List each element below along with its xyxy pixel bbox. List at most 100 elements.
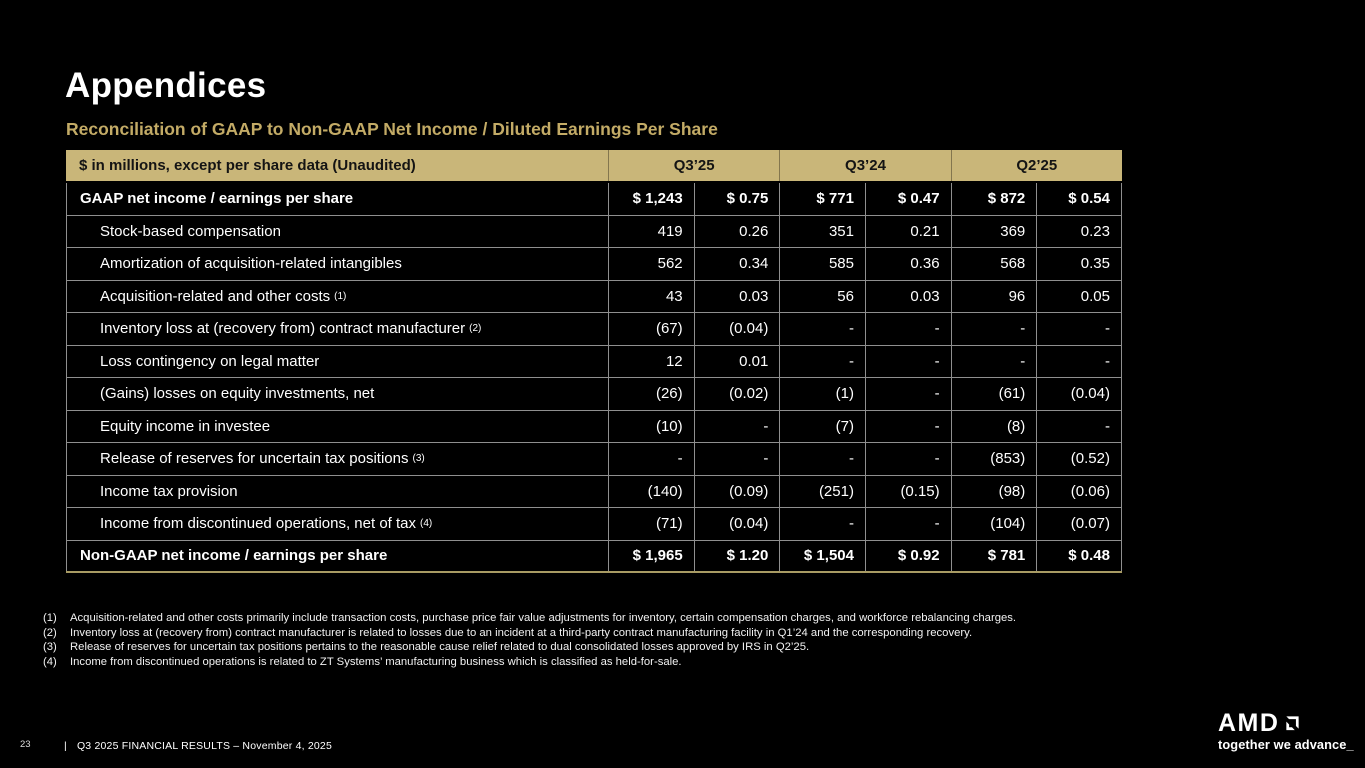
cell-value: (0.52) bbox=[1036, 443, 1122, 475]
cell-value: 0.03 bbox=[864, 280, 951, 312]
table-row: Income from discontinued operations, net… bbox=[66, 508, 1122, 541]
cell-value: (0.04) bbox=[693, 313, 780, 345]
footnotes: (1) Acquisition-related and other costs … bbox=[43, 611, 1188, 669]
cell-value: 96 bbox=[950, 280, 1037, 312]
cell-value: (8) bbox=[950, 410, 1037, 442]
cell-value: 0.01 bbox=[693, 345, 780, 377]
table-row: (Gains) losses on equity investments, ne… bbox=[66, 378, 1122, 411]
amd-tagline: together we advance_ bbox=[1218, 737, 1354, 752]
table-row: Non-GAAP net income / earnings per share… bbox=[66, 540, 1122, 573]
cell-value: (0.04) bbox=[693, 508, 780, 540]
cell-value: 0.05 bbox=[1036, 280, 1122, 312]
table-body: GAAP net income / earnings per share $ 1… bbox=[66, 183, 1122, 573]
table-header-row: $ in millions, except per share data (Un… bbox=[66, 150, 1122, 181]
cell-value: $ 872 bbox=[950, 183, 1037, 215]
cell-value: (0.07) bbox=[1036, 508, 1122, 540]
cell-value: - bbox=[864, 313, 951, 345]
cell-value: 0.34 bbox=[693, 248, 780, 280]
cell-value: (26) bbox=[608, 378, 694, 410]
footer-separator: | bbox=[64, 740, 67, 752]
cell-value: - bbox=[950, 313, 1037, 345]
cell-value: 56 bbox=[779, 280, 865, 312]
cell-value: (1) bbox=[779, 378, 865, 410]
table-row: Inventory loss at (recovery from) contra… bbox=[66, 313, 1122, 346]
cell-value: - bbox=[779, 313, 865, 345]
page-subtitle: Reconciliation of GAAP to Non-GAAP Net I… bbox=[66, 119, 718, 139]
cell-value: (71) bbox=[608, 508, 694, 540]
row-label: Equity income in investee bbox=[66, 410, 608, 442]
cell-value: $ 0.92 bbox=[864, 540, 951, 571]
footer-text: | Q3 2025 FINANCIAL RESULTS – November 4… bbox=[64, 740, 332, 752]
cell-value: (10) bbox=[608, 410, 694, 442]
row-label: Stock-based compensation bbox=[66, 215, 608, 247]
table-row: Amortization of acquisition-related inta… bbox=[66, 248, 1122, 281]
cell-value: (251) bbox=[779, 475, 865, 507]
footnote: (1) Acquisition-related and other costs … bbox=[43, 611, 1188, 626]
cell-value: (98) bbox=[950, 475, 1037, 507]
row-label: Inventory loss at (recovery from) contra… bbox=[66, 313, 608, 345]
row-label: Loss contingency on legal matter bbox=[66, 345, 608, 377]
table-row: Release of reserves for uncertain tax po… bbox=[66, 443, 1122, 476]
cell-value: - bbox=[779, 345, 865, 377]
cell-value: 0.36 bbox=[864, 248, 951, 280]
cell-value: $ 0.75 bbox=[693, 183, 780, 215]
cell-value: (7) bbox=[779, 410, 865, 442]
column-header-q3-25: Q3’25 bbox=[608, 150, 779, 181]
cell-value: (853) bbox=[950, 443, 1037, 475]
cell-value: - bbox=[1036, 410, 1122, 442]
cell-value: 0.23 bbox=[1036, 215, 1122, 247]
cell-value: - bbox=[950, 345, 1037, 377]
cell-value: (61) bbox=[950, 378, 1037, 410]
table-corner-label: $ in millions, except per share data (Un… bbox=[79, 157, 416, 174]
footnote-text: Income from discontinued operations is r… bbox=[70, 655, 682, 668]
amd-wordmark: AMD bbox=[1218, 709, 1280, 737]
cell-value: - bbox=[864, 345, 951, 377]
amd-arrow-icon bbox=[1286, 715, 1300, 730]
table-row: Loss contingency on legal matter 12 0.01… bbox=[66, 345, 1122, 378]
cell-value: - bbox=[693, 443, 780, 475]
footnote-number: (2) bbox=[43, 626, 57, 639]
row-label: Acquisition-related and other costs (1) bbox=[66, 280, 608, 312]
table-row: Equity income in investee (10) - (7) - (… bbox=[66, 410, 1122, 443]
cell-value: 568 bbox=[950, 248, 1037, 280]
footnote-text: Inventory loss at (recovery from) contra… bbox=[70, 626, 973, 639]
amd-logo: AMD together we advance_ bbox=[1218, 710, 1354, 752]
cell-value: $ 0.48 bbox=[1036, 540, 1122, 571]
table-row: Income tax provision (140) (0.09) (251) … bbox=[66, 475, 1122, 508]
footnote-text: Release of reserves for uncertain tax po… bbox=[70, 641, 810, 654]
cell-value: - bbox=[779, 508, 865, 540]
table-row: Acquisition-related and other costs (1) 4… bbox=[66, 280, 1122, 313]
cell-value: 369 bbox=[950, 215, 1037, 247]
cell-value: - bbox=[864, 508, 951, 540]
cell-value: - bbox=[608, 443, 694, 475]
reconciliation-table: $ in millions, except per share data (Un… bbox=[66, 150, 1122, 573]
cell-value: (140) bbox=[608, 475, 694, 507]
cell-value: (67) bbox=[608, 313, 694, 345]
table-row: Stock-based compensation 419 0.26 351 0.… bbox=[66, 215, 1122, 248]
cell-value: - bbox=[1036, 313, 1122, 345]
footnote: (3) Release of reserves for uncertain ta… bbox=[43, 640, 1188, 655]
cell-value: $ 781 bbox=[950, 540, 1037, 571]
column-header-q3-24: Q3’24 bbox=[779, 150, 950, 181]
cell-value: 419 bbox=[608, 215, 694, 247]
cell-value: $ 0.47 bbox=[864, 183, 951, 215]
cell-value: 0.35 bbox=[1036, 248, 1122, 280]
row-label: Release of reserves for uncertain tax po… bbox=[66, 443, 608, 475]
footnote-number: (4) bbox=[43, 655, 57, 668]
row-label: Non-GAAP net income / earnings per share bbox=[66, 540, 608, 571]
cell-value: 12 bbox=[608, 345, 694, 377]
cell-value: $ 0.54 bbox=[1036, 183, 1122, 215]
cell-value: 43 bbox=[608, 280, 694, 312]
cell-value: (0.04) bbox=[1036, 378, 1122, 410]
cell-value: - bbox=[779, 443, 865, 475]
cell-value: - bbox=[1036, 345, 1122, 377]
cell-value: 0.21 bbox=[864, 215, 951, 247]
cell-value: - bbox=[693, 410, 780, 442]
footnote: (2) Inventory loss at (recovery from) co… bbox=[43, 626, 1188, 641]
footer-title: Q3 2025 FINANCIAL RESULTS – November 4, … bbox=[76, 740, 333, 752]
cell-value: $ 771 bbox=[779, 183, 865, 215]
cell-value: (0.15) bbox=[864, 475, 951, 507]
page-number: 23 bbox=[20, 739, 31, 750]
row-label: (Gains) losses on equity investments, ne… bbox=[66, 378, 608, 410]
page-title: Appendices bbox=[65, 66, 267, 105]
